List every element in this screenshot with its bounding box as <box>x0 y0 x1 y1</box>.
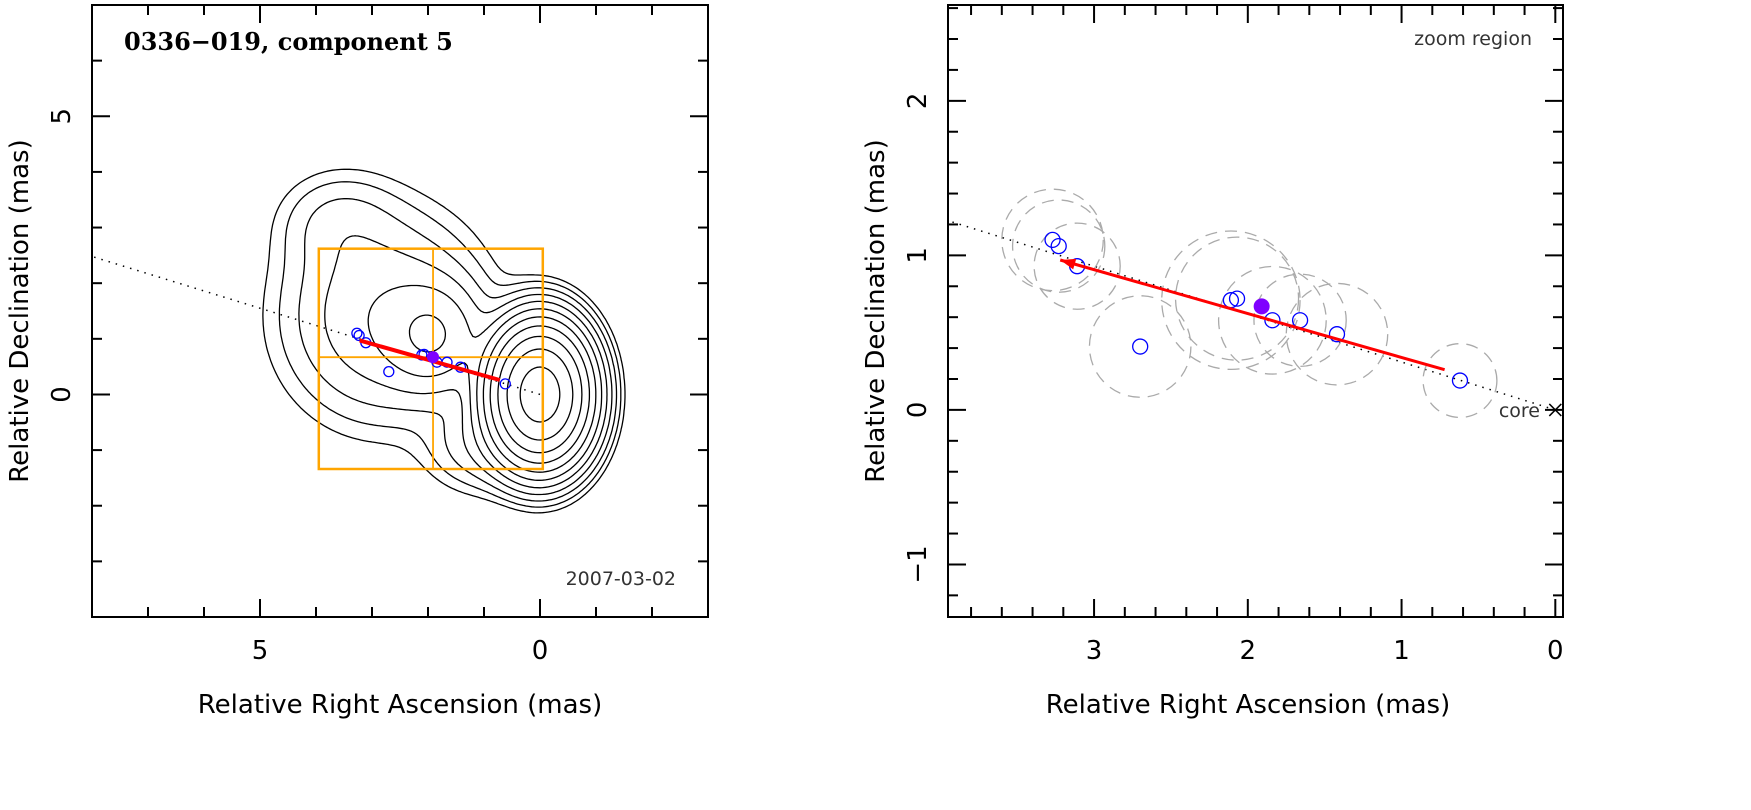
y-tick-label: 0 <box>47 386 77 403</box>
current-epoch-position <box>1253 298 1270 315</box>
left-frame <box>91 4 709 618</box>
y-axis-label: Relative Declination (mas) <box>5 139 35 482</box>
y-tick-label: 0 <box>903 402 933 419</box>
source-title: 0336−019, component 5 <box>124 27 453 56</box>
zoom-region-label: zoom region <box>1414 28 1532 50</box>
component-size-circle <box>1174 236 1300 361</box>
epoch-label: 2007-03-02 <box>566 568 676 590</box>
component-position <box>1228 290 1246 307</box>
velocity-arrow <box>1059 258 1446 372</box>
component-position <box>1328 326 1346 343</box>
component-size-circle <box>1161 230 1301 371</box>
left-marks <box>91 247 545 471</box>
jet-axis-line <box>91 255 541 396</box>
y-tick-label: 5 <box>47 108 77 125</box>
zoom-box <box>317 247 545 471</box>
contour-level <box>482 316 597 473</box>
contour-map <box>262 168 626 514</box>
x-axis-label: Relative Right Ascension (mas) <box>1046 690 1450 720</box>
component-position <box>383 365 395 378</box>
contour-level <box>506 348 574 441</box>
component-position <box>1050 237 1067 255</box>
contour-level <box>298 197 618 502</box>
component-position <box>499 378 511 390</box>
y-tick-label: 2 <box>903 93 933 110</box>
contour-level <box>489 325 591 464</box>
contour-level <box>278 181 622 508</box>
x-tick-label: 0 <box>1547 636 1564 666</box>
contour-level <box>262 168 626 514</box>
x-tick-label: 3 <box>1086 636 1103 666</box>
component-size-circle <box>1001 188 1104 292</box>
x-tick-label: 1 <box>1393 636 1410 666</box>
component-position <box>1264 312 1281 329</box>
x-tick-label: 0 <box>532 636 549 666</box>
jet-axis-line <box>947 219 1556 411</box>
left-panel: 5 0 5 0 0336−019, component 5 2007-03-02 Re… <box>5 4 709 720</box>
component-size-circle <box>1253 273 1347 368</box>
contour-level <box>497 335 583 454</box>
y-axis-label: Relative Declination (mas) <box>861 139 891 482</box>
current-epoch-position <box>427 351 440 364</box>
y-tick-label: −1 <box>903 545 933 583</box>
component-size-circle <box>1217 265 1327 375</box>
right-ticks: 3 2 1 0 2 1 0 −1 <box>903 5 1564 666</box>
component-position <box>1451 372 1469 389</box>
right-marks <box>947 188 1562 419</box>
x-axis-label: Relative Right Ascension (mas) <box>198 690 602 720</box>
contour-level <box>519 366 561 423</box>
contour-level <box>324 235 613 496</box>
core-label: core <box>1499 400 1540 422</box>
component-position <box>1132 338 1149 355</box>
x-tick-label: 5 <box>252 636 269 666</box>
x-tick-label: 2 <box>1240 636 1257 666</box>
component-position <box>351 327 363 339</box>
right-frame <box>947 4 1564 618</box>
component-size-circle <box>1033 222 1121 310</box>
component-size-circle <box>1011 199 1106 293</box>
component-position <box>353 329 365 342</box>
component-size-circle <box>1422 342 1498 419</box>
component-size-circle <box>1088 295 1192 398</box>
component-size-circle <box>1285 282 1389 386</box>
contour-level <box>367 284 608 489</box>
arrow-head-icon <box>1060 258 1077 270</box>
component-position <box>1044 231 1061 249</box>
right-panel: 3 2 1 0 2 1 0 −1 zoom region core Relative Righ… <box>861 4 1564 720</box>
y-tick-label: 1 <box>903 247 933 264</box>
